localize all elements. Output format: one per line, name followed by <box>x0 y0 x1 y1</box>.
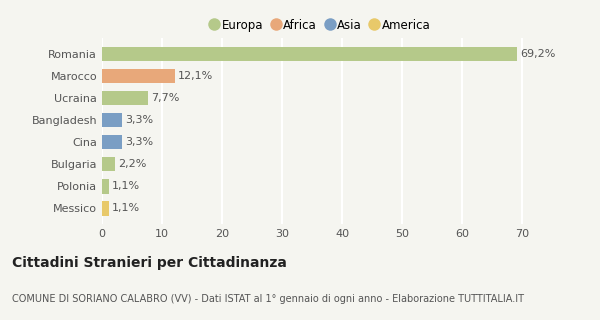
Text: 69,2%: 69,2% <box>520 49 556 59</box>
Bar <box>102 69 175 83</box>
Text: 1,1%: 1,1% <box>112 181 140 191</box>
Bar <box>102 179 109 194</box>
Bar <box>102 157 115 172</box>
Text: 7,7%: 7,7% <box>151 93 179 103</box>
Bar <box>102 91 148 105</box>
Legend: Europa, Africa, Asia, America: Europa, Africa, Asia, America <box>209 16 433 34</box>
Text: COMUNE DI SORIANO CALABRO (VV) - Dati ISTAT al 1° gennaio di ogni anno - Elabora: COMUNE DI SORIANO CALABRO (VV) - Dati IS… <box>12 294 524 304</box>
Text: 3,3%: 3,3% <box>125 115 153 125</box>
Text: Cittadini Stranieri per Cittadinanza: Cittadini Stranieri per Cittadinanza <box>12 256 287 270</box>
Text: 12,1%: 12,1% <box>178 71 213 81</box>
Text: 1,1%: 1,1% <box>112 204 140 213</box>
Bar <box>102 201 109 216</box>
Bar <box>102 47 517 61</box>
Bar <box>102 113 122 127</box>
Text: 3,3%: 3,3% <box>125 137 153 147</box>
Bar <box>102 135 122 149</box>
Text: 2,2%: 2,2% <box>118 159 146 169</box>
